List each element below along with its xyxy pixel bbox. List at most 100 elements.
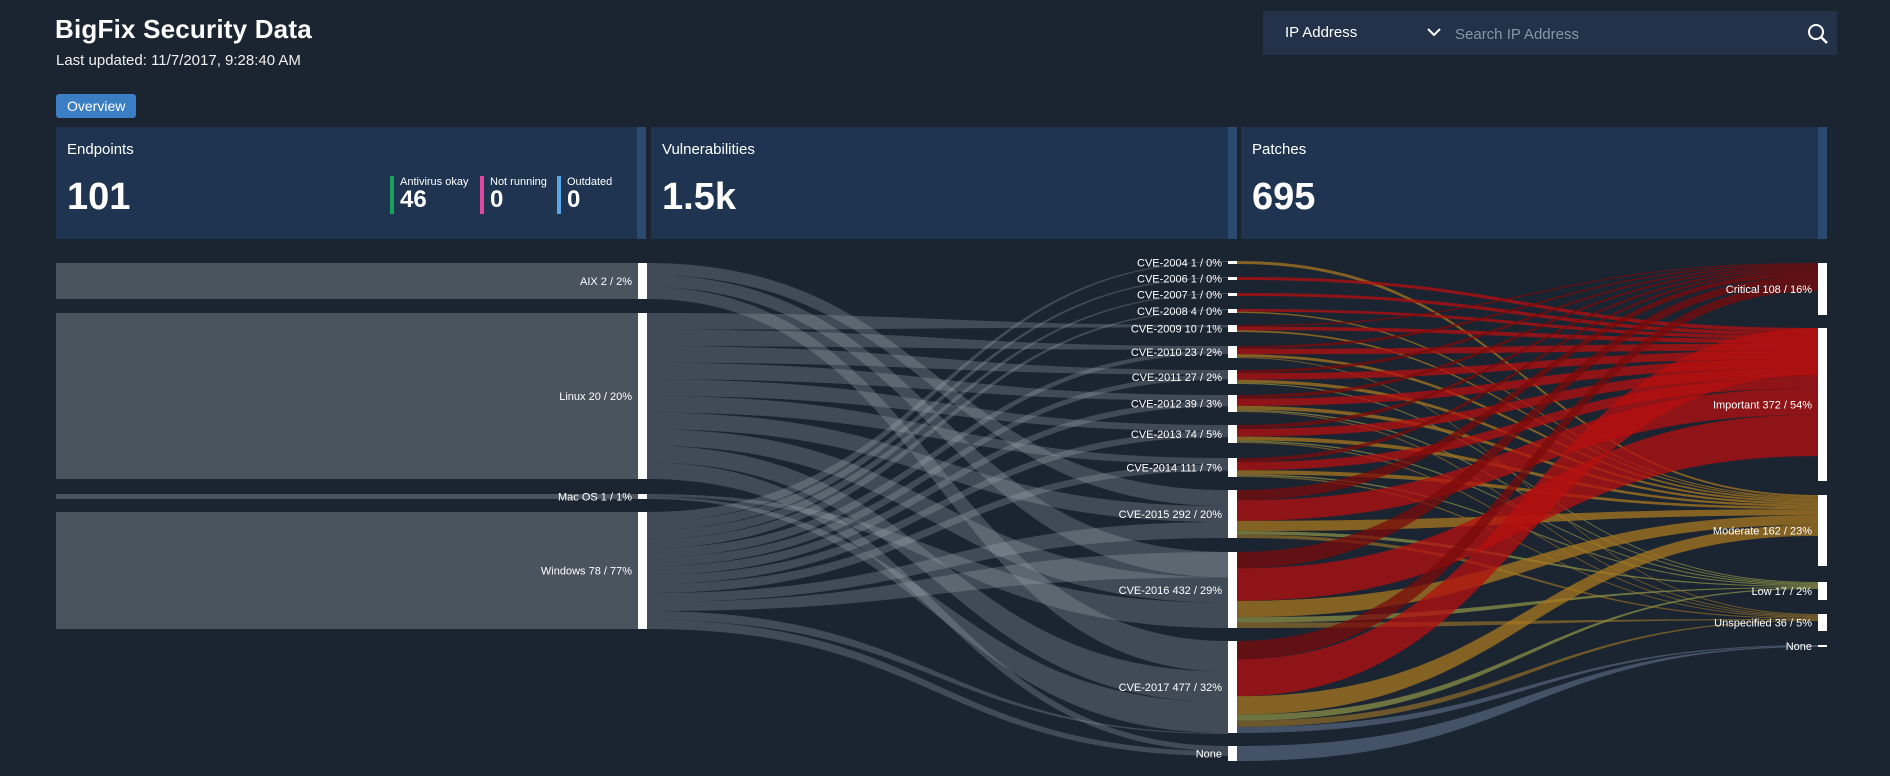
os-block-linux[interactable] [56,313,638,479]
node-bar-cve-2007[interactable] [1228,293,1237,296]
flow-os-cve[interactable] [647,263,1228,506]
node-bar-cve-2012[interactable] [1228,395,1237,412]
node-bar-cve-2017[interactable] [1228,641,1237,733]
flow-cve-important[interactable] [1237,293,1818,336]
flow-cve-low[interactable] [1237,382,1818,583]
flow-cve-critical[interactable] [1237,268,1818,429]
flow-os-cve[interactable] [647,277,1228,530]
flow-cve-critical[interactable] [1237,265,1818,374]
flow-os-cve[interactable] [647,462,1228,751]
node-label-cve-2012: CVE-2012 39 / 3% [1131,399,1222,411]
search-input[interactable] [1453,19,1787,49]
flow-cve-unspecified[interactable] [1237,357,1818,615]
not-running-value: 0 [490,186,504,213]
flow-cve-important[interactable] [1237,328,1818,697]
node-bar-cve-2015[interactable] [1228,490,1237,538]
flow-cve-unspecified[interactable] [1237,534,1818,619]
node-bar-critical[interactable] [1818,263,1827,315]
flow-cve-important[interactable] [1237,326,1818,344]
last-updated: Last updated: 11/7/2017, 9:28:40 AM [56,52,301,69]
flow-cve-important[interactable] [1237,309,1818,340]
tab-overview[interactable]: Overview [56,94,137,118]
flow-cve-moderate[interactable] [1237,379,1818,503]
flow-cve-moderate[interactable] [1237,470,1818,510]
node-bar-cve-2009[interactable] [1228,325,1237,332]
os-block-windows[interactable] [56,512,638,629]
node-bar-cve-2008[interactable] [1228,309,1237,313]
flow-os-cve[interactable] [647,329,1228,350]
flow-cve-critical[interactable] [1237,271,1818,501]
flow-os-cve[interactable] [647,362,1228,401]
os-block-macos[interactable] [56,494,638,499]
search-type-select[interactable]: IP Address [1285,11,1357,55]
flow-cve-sev-none[interactable] [1237,646,1818,761]
flow-os-cve[interactable] [647,445,1228,703]
flow-os-cve[interactable] [647,261,1228,521]
node-bar-cve-2011[interactable] [1228,370,1237,384]
node-bar-cve-2006[interactable] [1228,277,1237,280]
flow-cve-critical[interactable] [1237,264,1818,349]
flow-os-cve[interactable] [647,293,1228,539]
node-bar-cve-2013[interactable] [1228,425,1237,443]
flow-cve-critical[interactable] [1237,263,1818,327]
node-label-cve-2015: CVE-2015 292 / 20% [1119,509,1223,521]
node-bar-sev-none[interactable] [1818,645,1827,647]
flow-cve-important[interactable] [1237,277,1818,332]
flow-os-cve[interactable] [647,431,1228,584]
flow-os-cve[interactable] [647,464,1228,593]
node-bar-moderate[interactable] [1818,495,1827,566]
flow-os-cve[interactable] [647,552,1228,611]
node-label-cve-2011: CVE-2011 27 / 2% [1132,372,1223,384]
flow-os-cve[interactable] [647,400,1228,575]
flow-cve-moderate[interactable] [1237,524,1818,715]
chevron-down-icon[interactable] [1427,27,1441,37]
os-block-aix[interactable] [56,263,638,299]
node-bar-cve-none[interactable] [1228,746,1237,761]
node-bar-important[interactable] [1818,328,1827,481]
flow-cve-low[interactable] [1237,587,1818,623]
flow-cve-critical[interactable] [1237,283,1818,660]
node-bar-cve-2004[interactable] [1228,261,1237,264]
flow-os-cve[interactable] [647,429,1228,603]
search-icon[interactable] [1807,23,1829,45]
flow-cve-critical[interactable] [1237,276,1818,569]
node-label-moderate: Moderate 162 / 23% [1713,526,1812,538]
flow-os-cve[interactable] [647,396,1228,465]
flow-os-cve[interactable] [647,522,1228,602]
flow-cve-sev-none[interactable] [1237,645,1818,733]
flow-os-cve[interactable] [647,309,1228,548]
flow-os-cve[interactable] [647,620,1228,756]
flow-os-cve[interactable] [647,412,1228,522]
endpoints-card[interactable]: Endpoints 101 Antivirus okay 46 Not runn… [56,127,646,239]
flow-os-cve[interactable] [647,350,1228,557]
flow-cve-unspecified[interactable] [1237,475,1818,618]
flow-cve-low[interactable] [1237,588,1818,721]
flow-os-cve[interactable] [647,313,1228,330]
outdated-swatch [557,176,561,214]
flow-os-cve[interactable] [647,379,1228,431]
flow-os-cve[interactable] [647,494,1228,628]
flow-cve-important[interactable] [1237,388,1818,521]
flow-os-cve[interactable] [647,611,1228,734]
flow-cve-critical[interactable] [1237,269,1818,463]
node-bar-cve-2014[interactable] [1228,458,1237,477]
vulnerabilities-card[interactable]: Vulnerabilities 1.5k [651,127,1237,239]
node-bar-unspecified[interactable] [1818,614,1827,631]
flow-os-cve[interactable] [647,346,1228,375]
flow-cve-unspecified[interactable] [1237,620,1818,727]
node-bar-linux[interactable] [638,313,647,479]
flow-os-cve[interactable] [647,275,1228,578]
node-bar-cve-2010[interactable] [1228,346,1237,358]
node-bar-aix[interactable] [638,263,647,299]
flow-cve-important[interactable] [1237,368,1818,437]
node-bar-macos[interactable] [638,494,647,499]
node-bar-cve-2016[interactable] [1228,552,1237,628]
patches-card[interactable]: Patches 695 [1241,127,1827,239]
flow-os-cve[interactable] [647,496,1228,734]
flow-os-cve[interactable] [647,374,1228,566]
flow-os-cve[interactable] [647,287,1228,672]
flow-cve-moderate[interactable] [1237,515,1818,618]
node-bar-low[interactable] [1818,582,1827,600]
flow-cve-critical[interactable] [1237,266,1818,399]
node-bar-windows[interactable] [638,512,647,629]
